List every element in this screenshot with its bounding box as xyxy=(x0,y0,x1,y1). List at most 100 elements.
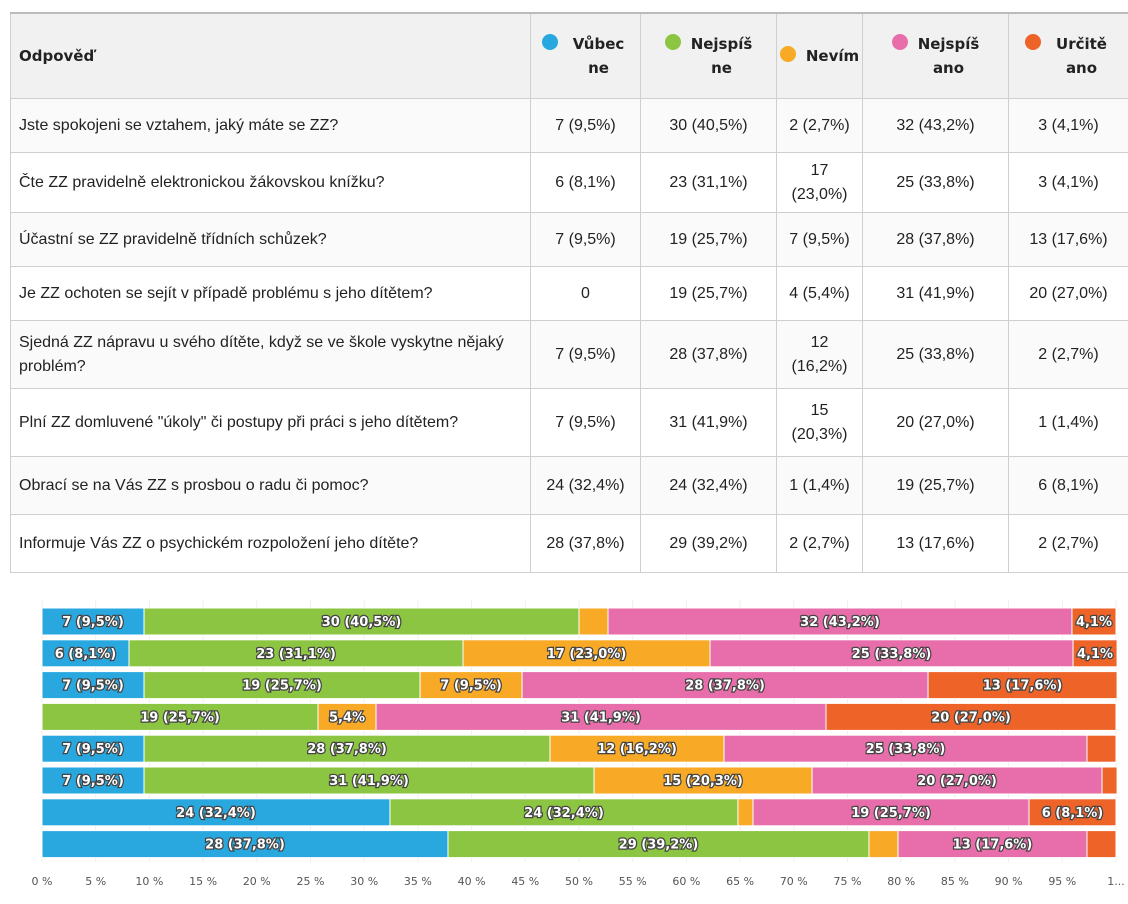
header-cell: Odpověď xyxy=(10,12,531,99)
table-row: Je ZZ ochoten se sejít v případě problém… xyxy=(10,266,1128,321)
legend-label: Určitě ano xyxy=(1056,35,1107,77)
x-tick-label: 50 % xyxy=(565,875,593,888)
count-cell: 7 (9,5%) xyxy=(530,388,641,457)
count-cell: 20 (27,0%) xyxy=(1008,266,1128,321)
header-content: Určitě ano xyxy=(1017,32,1120,80)
x-tick-label: 80 % xyxy=(887,875,915,888)
value-label: 13 (17,6%) xyxy=(953,838,1033,853)
legend-dot xyxy=(779,46,796,62)
count-cell: 20 (27,0%) xyxy=(862,388,1009,457)
header-content: Nevím xyxy=(779,44,859,68)
count-cell: 2 (2,7%) xyxy=(1008,320,1128,389)
count-cell: 19 (25,7%) xyxy=(640,266,777,321)
count-cell: 2 (2,7%) xyxy=(776,98,863,153)
value-label: 7 (9,5%) xyxy=(62,774,124,789)
count-cell: 23 (31,1%) xyxy=(640,152,777,213)
x-tick-label: 40 % xyxy=(458,875,486,888)
bar-segment xyxy=(752,798,1030,827)
bar-segment xyxy=(709,639,1074,668)
header-cell: Určitě ano xyxy=(1008,12,1128,99)
count-cell: 24 (32,4%) xyxy=(530,456,641,515)
value-label: 28 (37,8%) xyxy=(307,742,387,757)
bar-segment xyxy=(1071,607,1117,636)
bar-segment xyxy=(927,671,1118,700)
value-label: 12 (16,2%) xyxy=(597,742,677,757)
count-cell: 1 (1,4%) xyxy=(776,456,863,515)
value-label: 29 (39,2%) xyxy=(619,838,699,853)
bar-segment xyxy=(375,702,827,731)
value-label: 30 (40,5%) xyxy=(322,615,402,630)
bar-segment xyxy=(868,830,899,859)
bar-segment xyxy=(737,798,754,827)
value-label: 28 (37,8%) xyxy=(685,679,765,694)
bar-segment xyxy=(41,798,391,827)
x-tick-label: 95 % xyxy=(1048,875,1076,888)
value-label: 20 (27,0%) xyxy=(917,774,997,789)
count-cell: 31 (41,9%) xyxy=(640,388,777,457)
legend-dot xyxy=(891,34,908,50)
count-cell: 12 (16,2%) xyxy=(776,320,863,389)
x-tick-label: 0 % xyxy=(32,875,53,888)
count-cell: 24 (32,4%) xyxy=(640,456,777,515)
answer-table: Odpověď Vůbec ne Nejspíš ne Nevím Nejspíš a… xyxy=(10,12,1128,573)
value-label: 13 (17,6%) xyxy=(983,679,1063,694)
bar-segment xyxy=(1028,798,1117,827)
bar-segment xyxy=(447,830,870,859)
question-cell: Sjedná ZZ nápravu u svého dítěte, když s… xyxy=(10,320,531,389)
value-label: 28 (37,8%) xyxy=(205,838,285,853)
value-label: 6 (8,1%) xyxy=(55,647,117,662)
x-tick-label: 90 % xyxy=(995,875,1023,888)
x-tick-label: 45 % xyxy=(511,875,539,888)
count-cell: 28 (37,8%) xyxy=(640,320,777,389)
count-cell: 25 (33,8%) xyxy=(862,152,1009,213)
count-cell: 7 (9,5%) xyxy=(530,98,641,153)
count-cell: 4 (5,4%) xyxy=(776,266,863,321)
legend-label: Vůbec ne xyxy=(572,35,625,77)
header-row: Odpověď Vůbec ne Nejspíš ne Nevím Nejspíš a… xyxy=(10,12,1128,99)
question-cell: Informuje Vás ZZ o psychickém rozpoložen… xyxy=(10,514,531,573)
legend-dot xyxy=(1024,34,1041,50)
question-cell: Účastní se ZZ pravidelně třídních schůze… xyxy=(10,212,531,267)
stacked-bar-chart: 0 % 5 % 10 % 15 % 20 % 25 % 30 % 35 % 40 % 45 % 50… xyxy=(32,600,1125,888)
bar-segment xyxy=(41,830,449,859)
value-label: 4,1% xyxy=(1077,647,1113,662)
value-label: 4,1% xyxy=(1076,615,1112,630)
count-cell: 28 (37,8%) xyxy=(530,514,641,573)
bar-segment xyxy=(419,671,523,700)
value-label: 24 (32,4%) xyxy=(524,806,604,821)
bar-segment xyxy=(593,766,813,795)
count-cell: 1 (1,4%) xyxy=(1008,388,1128,457)
value-label: 19 (25,7%) xyxy=(140,710,220,725)
count-cell: 30 (40,5%) xyxy=(640,98,777,153)
value-label: 25 (33,8%) xyxy=(852,647,932,662)
bar-segment xyxy=(549,734,725,763)
count-cell: 29 (39,2%) xyxy=(640,514,777,573)
x-tick-label: 70 % xyxy=(780,875,808,888)
count-cell: 2 (2,7%) xyxy=(776,514,863,573)
count-cell: 15 (20,3%) xyxy=(776,388,863,457)
x-tick-label: 75 % xyxy=(834,875,862,888)
header-content: Nejspíš ne xyxy=(649,32,768,80)
table-row: Jste spokojeni se vztahem, jaký máte se … xyxy=(10,98,1128,153)
bar-segment xyxy=(128,639,464,668)
count-cell: 13 (17,6%) xyxy=(1008,212,1128,267)
x-tick-label: 65 % xyxy=(726,875,754,888)
table-row: Plní ZZ domluvené "úkoly" či postupy při… xyxy=(10,388,1128,457)
bar-segment xyxy=(143,671,421,700)
value-label: 7 (9,5%) xyxy=(62,679,124,694)
count-cell: 3 (4,1%) xyxy=(1008,152,1128,213)
bar-segment xyxy=(143,766,595,795)
header-cell: Nevím xyxy=(776,12,863,99)
x-tick-label: 10 % xyxy=(135,875,163,888)
legend-dot xyxy=(664,34,681,50)
count-cell: 25 (33,8%) xyxy=(862,320,1009,389)
bar-segment xyxy=(1101,766,1118,795)
bar-segment xyxy=(1086,734,1117,763)
bar-segment xyxy=(607,607,1073,636)
legend-label: Nevím xyxy=(805,47,860,65)
value-label: 5,4% xyxy=(329,710,365,725)
x-tick-label: 85 % xyxy=(941,875,969,888)
bar-segment xyxy=(723,734,1088,763)
header-content: Vůbec ne xyxy=(539,32,632,80)
value-label: 7 (9,5%) xyxy=(440,679,502,694)
